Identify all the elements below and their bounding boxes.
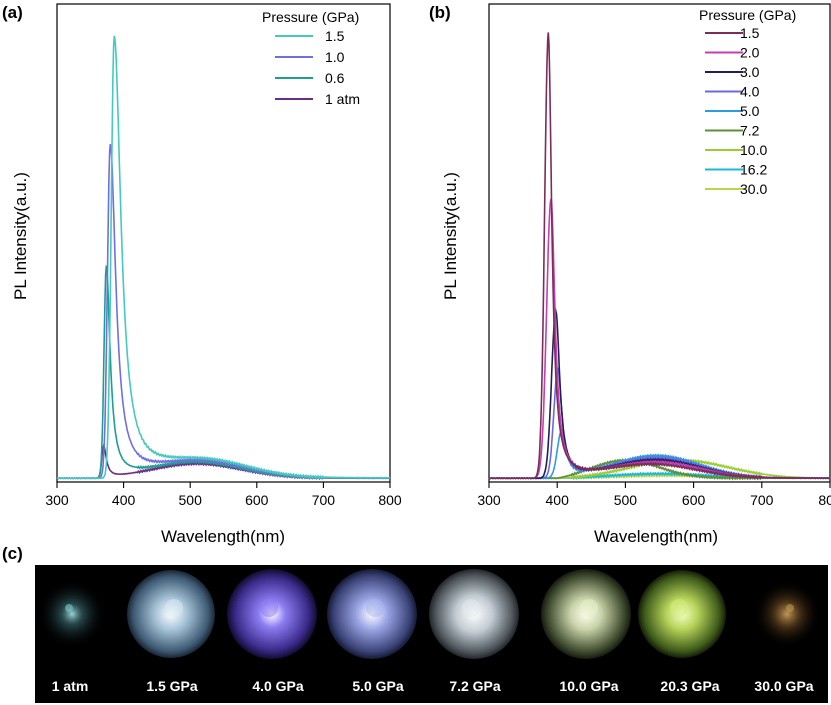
legend-label-a: 1 atm [325,91,360,107]
legend-label-b: 10.0 [740,142,767,158]
legend-title-b: Pressure (GPa) [699,7,796,23]
sample-photo-8 [753,580,821,648]
x-tick-label-a: 700 [312,492,336,508]
series-line-a-1-0 [56,143,391,480]
sample-photo-core-6 [580,599,598,617]
panel-label-c: (c) [2,544,23,563]
legend-b: Pressure (GPa) 1.5 2.0 3.0 4.0 5.0 7.2 10.0 16.… [699,7,796,197]
photo-strip: (c) 1 atm 1.5 GPa 4.0 GPa 5.0 GPa 7.2 GPa 10.… [2,544,828,703]
photo-label-4: 5.0 GPa [352,678,404,694]
sample-photo-core-2 [165,599,183,617]
legend-label-b: 4.0 [740,84,760,100]
x-tick-label-b: 500 [614,492,638,508]
plot-frame-a [56,3,391,483]
photo-label-2: 1.5 GPa [146,678,198,694]
sample-photo-core-5 [462,599,480,617]
photo-label-5: 7.2 GPa [449,678,501,694]
x-tick-label-a: 400 [112,492,136,508]
photo-items: 1 atm 1.5 GPa 4.0 GPa 5.0 GPa 7.2 GPa 10.0 GP… [38,569,821,694]
x-axis-title-b: Wavelength(nm) [594,527,718,546]
legend-title-a: Pressure (GPa) [262,9,359,25]
photo-label-8: 30.0 GPa [754,678,813,694]
y-axis-title-b: PL Intensity(a.u.) [441,172,460,300]
panel-label-a: (a) [2,3,23,22]
legend-label-b: 1.5 [740,25,760,41]
panel-label-b: (b) [429,3,451,22]
sample-photo-core-7 [670,599,688,617]
x-ticks-b: 300 400 500 600 700 800 [477,482,831,508]
sample-photo-core-8 [786,604,794,612]
chart-panel-b: (b) 300 400 500 600 700 800 Wavelength(nm) PL… [429,3,831,546]
legend-label-b: 5.0 [740,103,760,119]
x-tick-label-a: 600 [245,492,269,508]
legend-label-b: 3.0 [740,64,760,80]
photo-label-6: 10.0 GPa [559,678,618,694]
x-tick-label-b: 800 [818,492,831,508]
legend-label-b: 2.0 [740,45,760,61]
x-tick-label-a: 500 [179,492,203,508]
sample-photo-core-1 [65,604,73,612]
photo-label-7: 20.3 GPa [660,678,719,694]
x-tick-label-a: 300 [45,492,69,508]
series-group-b [488,32,831,481]
series-line-a-1-5 [56,35,391,480]
series-group-a [56,35,391,481]
x-tick-label-b: 300 [477,492,501,508]
legend-label-a: 1.0 [325,49,345,65]
plot-frame-b [488,3,831,483]
legend-label-a: 1.5 [325,28,345,44]
photo-label-3: 4.0 GPa [252,678,304,694]
sample-photo-1 [38,580,106,648]
legend-label-a: 0.6 [325,70,345,86]
legend-a: Pressure (GPa) 1.5 1.0 0.6 1 atm [262,9,360,107]
x-ticks-a: 300 400 500 600 700 800 [45,482,402,508]
photo-label-1: 1 atm [52,678,89,694]
legend-label-b: 30.0 [740,181,767,197]
sample-photo-core-4 [366,599,384,617]
chart-panel-a: (a) 300 400 500 600 700 800 Wavelength(nm) PL… [2,3,402,546]
x-tick-label-b: 600 [682,492,706,508]
sample-photo-core-3 [260,599,278,617]
series-line-b-1-5 [488,32,831,480]
legend-label-b: 7.2 [740,123,760,139]
x-tick-label-b: 400 [546,492,570,508]
x-tick-label-b: 700 [750,492,774,508]
x-axis-title-a: Wavelength(nm) [161,527,285,546]
legend-label-b: 16.2 [740,162,767,178]
y-axis-title-a: PL Intensity(a.u.) [11,172,30,300]
x-tick-label-a: 800 [378,492,402,508]
